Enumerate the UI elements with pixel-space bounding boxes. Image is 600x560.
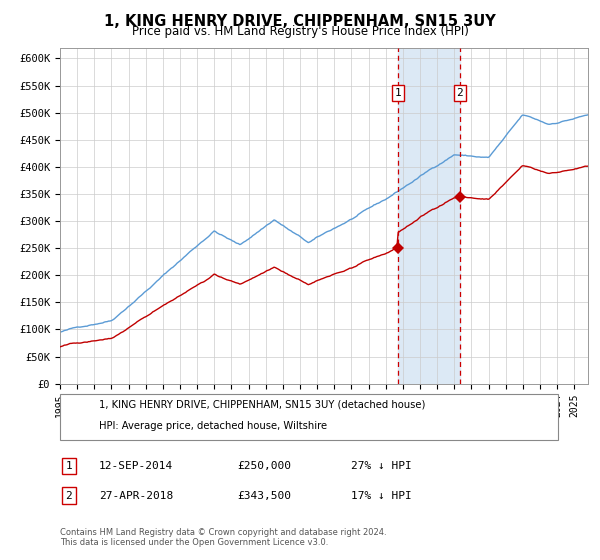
Text: 17% ↓ HPI: 17% ↓ HPI (351, 491, 412, 501)
Text: 1, KING HENRY DRIVE, CHIPPENHAM, SN15 3UY: 1, KING HENRY DRIVE, CHIPPENHAM, SN15 3U… (104, 14, 496, 29)
Text: 27% ↓ HPI: 27% ↓ HPI (351, 461, 412, 471)
Text: 1: 1 (394, 88, 401, 98)
Text: HPI: Average price, detached house, Wiltshire: HPI: Average price, detached house, Wilt… (99, 422, 327, 431)
Text: 27-APR-2018: 27-APR-2018 (99, 491, 173, 501)
Text: 2: 2 (457, 88, 463, 98)
Text: 2: 2 (65, 491, 73, 501)
Text: Price paid vs. HM Land Registry's House Price Index (HPI): Price paid vs. HM Land Registry's House … (131, 25, 469, 38)
Text: Contains HM Land Registry data © Crown copyright and database right 2024.
This d: Contains HM Land Registry data © Crown c… (60, 528, 386, 547)
Text: £250,000: £250,000 (237, 461, 291, 471)
Text: 12-SEP-2014: 12-SEP-2014 (99, 461, 173, 471)
Bar (398, 48, 460, 384)
Text: 1, KING HENRY DRIVE, CHIPPENHAM, SN15 3UY (detached house): 1, KING HENRY DRIVE, CHIPPENHAM, SN15 3U… (99, 400, 425, 410)
Text: £343,500: £343,500 (237, 491, 291, 501)
Text: 1: 1 (65, 461, 73, 471)
